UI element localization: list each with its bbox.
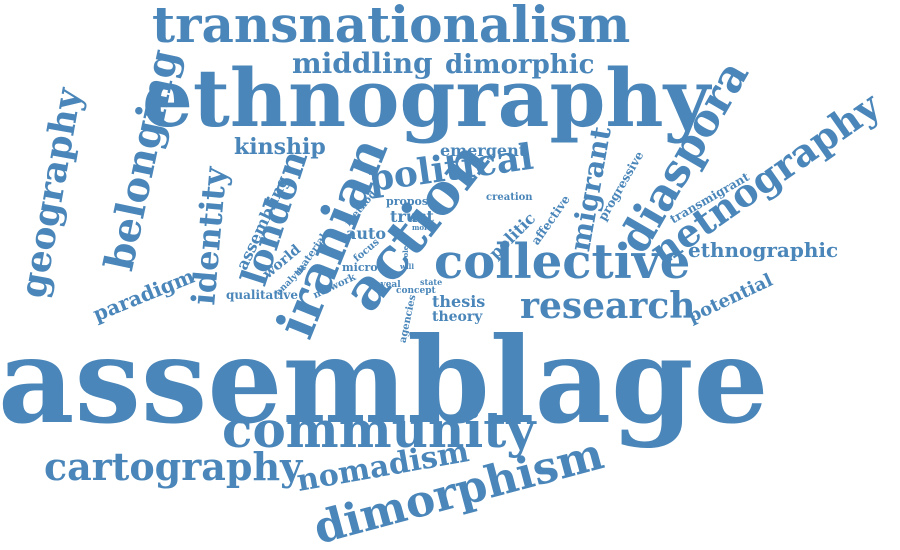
word: research	[520, 285, 696, 327]
word: belonging	[95, 45, 189, 275]
word: theory	[432, 309, 483, 325]
word: reveal	[370, 280, 401, 290]
word: more	[412, 223, 433, 232]
word: emergent	[440, 141, 527, 160]
word: community	[222, 400, 536, 459]
word: collective	[434, 234, 691, 290]
word: kinship	[234, 134, 326, 160]
word: geography	[11, 85, 90, 301]
word: cartography	[44, 444, 303, 489]
word: auto	[346, 224, 387, 243]
word: propose	[386, 195, 436, 208]
word: will	[400, 262, 415, 271]
word: state	[420, 277, 443, 287]
word: thesis	[432, 292, 486, 311]
word: ethnographic	[688, 238, 839, 262]
word: role	[401, 245, 411, 262]
word: micro	[342, 261, 378, 274]
word: dimorphic	[445, 50, 595, 80]
word: creation	[486, 192, 533, 203]
word: concept	[396, 286, 436, 296]
word: ethnography	[142, 51, 711, 145]
word: trust	[390, 207, 434, 226]
word: assemblage	[0, 311, 769, 450]
word: transnationalism	[152, 0, 631, 54]
word: qualitative	[226, 288, 299, 302]
word: middling	[292, 47, 433, 80]
